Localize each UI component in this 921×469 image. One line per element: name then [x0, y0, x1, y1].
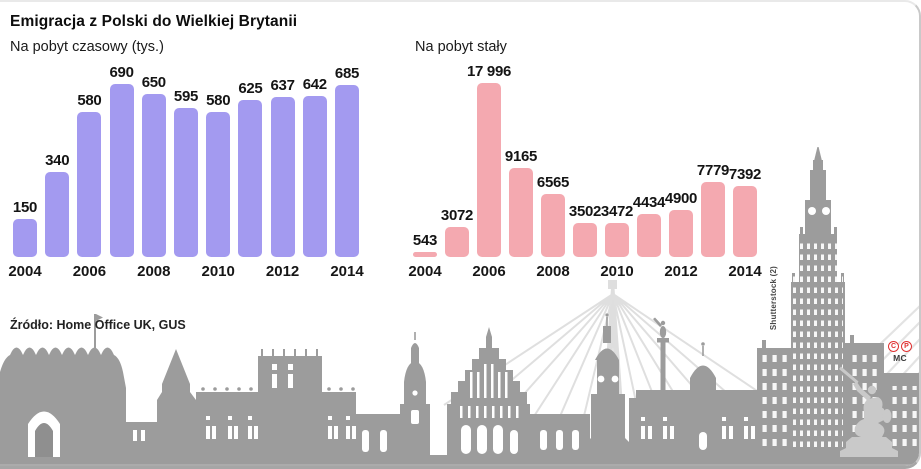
- x-tick-label: 2014: [728, 263, 762, 280]
- bar-value-label: 642: [302, 76, 327, 93]
- x-tick-label: 2004: [8, 263, 42, 280]
- bar: [335, 85, 359, 257]
- mermaid-statue-icon: [839, 366, 898, 457]
- bar-value-label: 6565: [536, 174, 570, 191]
- bar: [270, 97, 295, 257]
- palace-windows: [793, 238, 843, 452]
- bar: [541, 194, 565, 257]
- x-tick-label: 2006: [472, 263, 506, 280]
- bar: [206, 112, 231, 257]
- bar-value-label: 9165: [504, 148, 538, 165]
- palace-left-wing-windows: [759, 353, 789, 452]
- x-tick-label: 2006: [72, 263, 107, 280]
- x-tick-label: 2010: [201, 263, 235, 280]
- bar: [669, 210, 693, 257]
- copyright-icon: C: [888, 341, 899, 352]
- barbican-gate-icon: [35, 423, 53, 457]
- bar: [637, 214, 661, 257]
- chart-permanent-stay: 543 2004 3072 17 996 2006 9165 6565 2008 3502 347…: [408, 2, 773, 292]
- bar-value-label: 625: [238, 80, 263, 97]
- bar: [573, 223, 597, 257]
- bar-value-label: 150: [12, 199, 38, 216]
- bar: [174, 108, 198, 257]
- chart-temporary-stay: 150 2004 340 580 2006 690 650 2008 595 580 2010 625…: [8, 2, 383, 292]
- bar: [13, 219, 37, 257]
- bar-value-label: 3502: [568, 203, 602, 220]
- bar: [509, 168, 533, 257]
- bar: [238, 100, 263, 257]
- bar: [445, 227, 469, 257]
- x-tick-label: 2010: [600, 263, 634, 280]
- bar-value-label: 17 996: [466, 63, 512, 80]
- bar-value-label: 595: [173, 88, 199, 105]
- phonogram-icon: P: [901, 341, 912, 352]
- bar: [477, 83, 501, 257]
- bar-value-label: 340: [45, 152, 70, 169]
- x-tick-label: 2014: [330, 263, 364, 280]
- bar-value-label: 580: [206, 92, 231, 109]
- publisher-initials: MC: [893, 353, 907, 363]
- bar-value-label: 580: [77, 92, 102, 109]
- chart-subtitle: Na pobyt czasowy (tys.): [10, 39, 164, 55]
- bar: [605, 223, 629, 257]
- bar-value-label: 4434: [632, 194, 666, 211]
- ground-strip: [0, 464, 919, 466]
- source-note: Źródło: Home Office UK, GUS: [10, 318, 186, 332]
- page-title: Emigracja z Polski do Wielkiej Brytanii: [10, 13, 298, 30]
- bar-value-label: 650: [141, 74, 166, 91]
- x-tick-label: 2008: [137, 263, 171, 280]
- bar-value-label: 3472: [600, 203, 634, 220]
- publisher-logo: C P MC: [886, 341, 914, 363]
- bar: [701, 182, 725, 257]
- bar: [141, 94, 166, 257]
- bar-value-label: 7779: [696, 162, 730, 179]
- bar: [109, 84, 134, 257]
- annex-windows: [887, 386, 917, 450]
- bar: [302, 96, 327, 257]
- bar-value-label: 543: [412, 232, 438, 249]
- warsaw-skyline-silhouette: [0, 147, 919, 466]
- bar-value-label: 685: [334, 65, 360, 82]
- bar: [733, 186, 757, 257]
- bar-value-label: 637: [270, 77, 295, 94]
- x-tick-label: 2008: [536, 263, 570, 280]
- x-tick-label: 2004: [408, 263, 442, 280]
- x-tick-label: 2012: [664, 263, 698, 280]
- bar-value-label: 3072: [440, 207, 474, 224]
- bar: [413, 252, 437, 257]
- shutterstock-credit: Shutterstock (2): [769, 266, 778, 331]
- bar: [45, 172, 70, 257]
- bar-value-label: 7392: [728, 166, 762, 183]
- x-tick-label: 2012: [265, 263, 300, 280]
- bar: [77, 112, 102, 257]
- chart-subtitle: Na pobyt stały: [415, 39, 507, 55]
- bar-value-label: 4900: [664, 190, 698, 207]
- bar-value-label: 690: [109, 64, 134, 81]
